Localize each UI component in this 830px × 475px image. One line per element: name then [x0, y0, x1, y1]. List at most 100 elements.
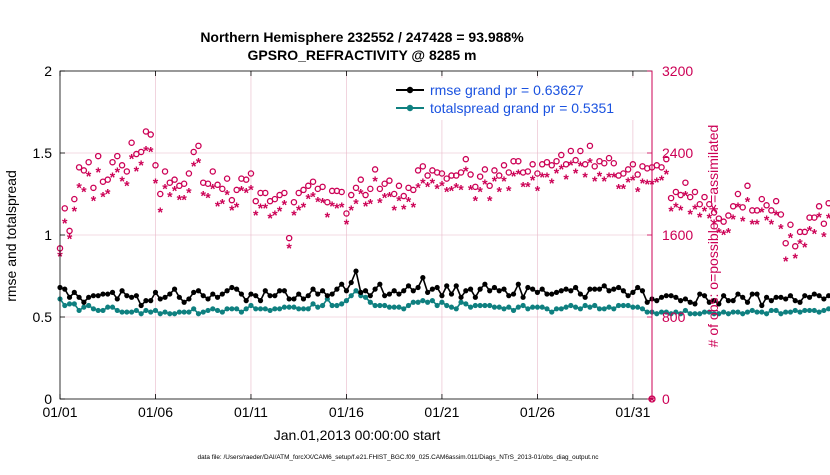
- assimilated-obs-marker: *: [482, 176, 488, 192]
- assimilated-obs-marker: *: [200, 188, 206, 204]
- possible-obs-marker: [305, 182, 312, 190]
- assimilated-obs-marker: *: [415, 179, 421, 195]
- y-tick-label-right: 0: [662, 391, 670, 407]
- rmse-point: [639, 288, 646, 294]
- totalspread-point: [329, 302, 335, 309]
- assimilated-obs-marker: *: [196, 155, 202, 171]
- totalspread-point: [577, 306, 583, 312]
- footer-data-file: data file: /Users/raeder/DAI/ATM_forcXX/…: [198, 454, 600, 461]
- possible-obs-marker: [357, 176, 365, 183]
- totalspread-point: [721, 309, 727, 315]
- possible-obs-marker: [152, 162, 159, 169]
- possible-obs-marker: [414, 167, 422, 174]
- totalspread-point: [234, 306, 240, 312]
- y-tick-label-left: 2: [44, 63, 52, 79]
- rmse-point: [754, 291, 760, 297]
- totalspread-point: [716, 311, 722, 317]
- rmse-point: [520, 294, 526, 300]
- assimilated-obs-marker: *: [167, 189, 173, 205]
- rmse-point: [191, 289, 197, 295]
- rmse-point: [429, 286, 435, 292]
- totalspread-point: [501, 306, 507, 312]
- totalspread-point: [205, 307, 211, 314]
- totalspread-point: [133, 307, 139, 314]
- assimilated-obs-marker: *: [792, 250, 798, 266]
- rmse-point: [568, 288, 574, 294]
- rmse-point: [109, 289, 116, 295]
- totalspread-point: [372, 302, 378, 309]
- possible-obs-marker: [753, 207, 761, 214]
- rmse-point: [100, 291, 106, 297]
- assimilated-obs-marker: *: [334, 200, 340, 216]
- rmse-point: [721, 293, 727, 299]
- totalspread-point: [754, 309, 760, 315]
- totalspread-point: [458, 299, 464, 305]
- totalspread-point: [224, 306, 230, 312]
- possible-obs-marker: [777, 211, 785, 218]
- rmse-point: [129, 294, 135, 300]
- assimilated-obs-marker: *: [434, 180, 440, 196]
- rmse-point: [768, 298, 774, 304]
- x-tick-label: 01/01: [42, 404, 77, 420]
- rmse-point: [248, 291, 254, 297]
- totalspread-point: [534, 304, 541, 310]
- assimilated-obs-marker: *: [253, 207, 259, 223]
- assimilated-obs-marker: *: [320, 195, 326, 211]
- possible-obs-marker: [486, 182, 493, 190]
- totalspread-point: [673, 309, 679, 315]
- assimilated-obs-marker: *: [91, 193, 97, 209]
- totalspread-point: [811, 307, 817, 314]
- possible-obs-marker: [558, 151, 565, 159]
- rmse-point: [463, 288, 469, 294]
- rmse-point: [171, 286, 178, 292]
- possible-obs-marker: [791, 243, 799, 250]
- assimilated-obs-marker: *: [778, 220, 784, 236]
- totalspread-point: [296, 306, 302, 312]
- possible-obs-marker: [696, 200, 703, 208]
- assimilated-obs-marker: *: [72, 203, 78, 219]
- possible-obs-marker: [309, 178, 317, 185]
- totalspread-point: [109, 304, 116, 310]
- possible-obs-marker: [214, 181, 221, 189]
- totalspread-point: [119, 309, 125, 315]
- assimilated-obs-marker: *: [821, 229, 827, 245]
- rmse-point: [816, 293, 822, 299]
- possible-obs-marker: [462, 155, 470, 163]
- assimilated-obs-marker: *: [764, 212, 770, 228]
- totalspread-point: [692, 311, 698, 317]
- rmse-point: [692, 301, 698, 307]
- rmse-point: [229, 284, 235, 291]
- assimilated-obs-marker: *: [640, 175, 646, 191]
- rmse-point: [783, 296, 789, 302]
- totalspread-point: [678, 311, 684, 317]
- possible-obs-marker: [395, 182, 403, 190]
- totalspread-point: [257, 306, 264, 312]
- rmse-point: [205, 296, 211, 302]
- assimilated-obs-marker: *: [62, 215, 68, 231]
- assimilated-obs-marker: *: [306, 191, 312, 207]
- totalspread-point: [305, 306, 311, 312]
- x-tick-label: 01/26: [520, 404, 555, 420]
- assimilated-obs-marker: *: [587, 155, 593, 171]
- totalspread-point: [348, 293, 354, 299]
- assimilated-obs-marker: *: [248, 181, 254, 197]
- rmse-point: [448, 291, 455, 297]
- rmse-point: [725, 298, 731, 304]
- possible-obs-marker: [667, 194, 675, 202]
- assimilated-obs-marker: *: [611, 169, 617, 185]
- assimilated-obs-marker: *: [563, 171, 569, 187]
- assimilated-obs-marker: *: [243, 184, 249, 200]
- assimilated-obs-marker: *: [625, 174, 631, 190]
- assimilated-obs-marker: *: [162, 180, 168, 196]
- totalspread-point: [749, 307, 755, 314]
- totalspread-point: [129, 309, 135, 315]
- possible-obs-marker: [562, 161, 570, 168]
- assimilated-obs-marker: *: [172, 182, 178, 198]
- assimilated-obs-marker: *: [769, 216, 775, 232]
- rmse-point: [482, 281, 488, 287]
- rmse-point: [343, 288, 350, 294]
- totalspread-point: [181, 309, 187, 315]
- rmse-point: [66, 294, 73, 300]
- rmse-point: [458, 294, 464, 300]
- totalspread-point: [697, 311, 703, 317]
